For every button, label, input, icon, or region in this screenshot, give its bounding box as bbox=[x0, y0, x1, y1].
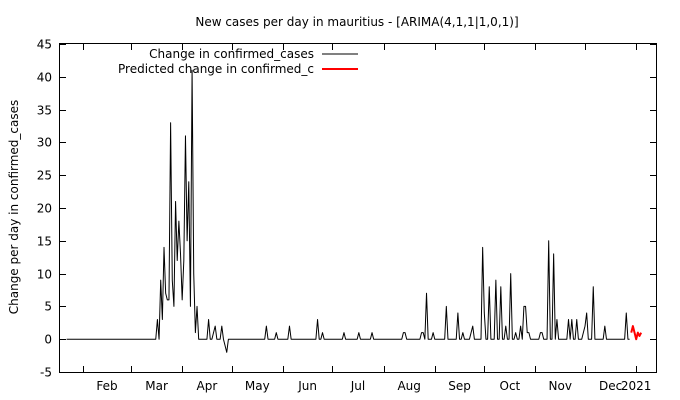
x-tick-label: Oct bbox=[500, 379, 521, 393]
y-tick-label: 30 bbox=[37, 136, 52, 150]
series-line-actual bbox=[66, 69, 630, 353]
legend-label-actual: Change in confirmed_cases bbox=[149, 47, 314, 61]
y-tick-label: 15 bbox=[37, 235, 52, 249]
x-tick-label: Jun bbox=[297, 379, 317, 393]
y-tick-label: 0 bbox=[44, 333, 52, 347]
y-tick-label: 25 bbox=[37, 169, 52, 183]
x-tick-label: Mar bbox=[145, 379, 168, 393]
series-layer bbox=[66, 69, 643, 353]
chart-title: New cases per day in mauritius - [ARIMA(… bbox=[195, 15, 518, 29]
y-axis-label: Change per day in confirmed_cases bbox=[7, 100, 21, 315]
x-tick-label: Apr bbox=[197, 379, 218, 393]
x-tick-label: Feb bbox=[96, 379, 117, 393]
plot-frame bbox=[59, 43, 657, 373]
y-tick-label: 40 bbox=[37, 71, 52, 85]
y-tick-label: -5 bbox=[40, 366, 52, 380]
x-tick-label: 2021 bbox=[621, 379, 652, 393]
x-tick-label: Nov bbox=[549, 379, 572, 393]
y-tick-label: 20 bbox=[37, 202, 52, 216]
y-tick-label: 10 bbox=[37, 268, 52, 282]
x-tick-label: Jul bbox=[350, 379, 365, 393]
x-tick-label: May bbox=[245, 379, 270, 393]
y-tick-label: 5 bbox=[44, 300, 52, 314]
y-tick-label: 45 bbox=[37, 38, 52, 52]
x-tick-label: Dec bbox=[599, 379, 622, 393]
y-axis: -5 0 5 10 15 20 25 30 35 40 45 bbox=[37, 38, 656, 380]
x-tick-label: Aug bbox=[397, 379, 420, 393]
legend: Change in confirmed_cases Predicted chan… bbox=[118, 47, 358, 76]
legend-label-predicted: Predicted change in confirmed_c bbox=[118, 62, 314, 76]
y-tick-label: 35 bbox=[37, 104, 52, 118]
x-tick-label: Sep bbox=[448, 379, 471, 393]
series-line-predicted bbox=[630, 325, 643, 341]
